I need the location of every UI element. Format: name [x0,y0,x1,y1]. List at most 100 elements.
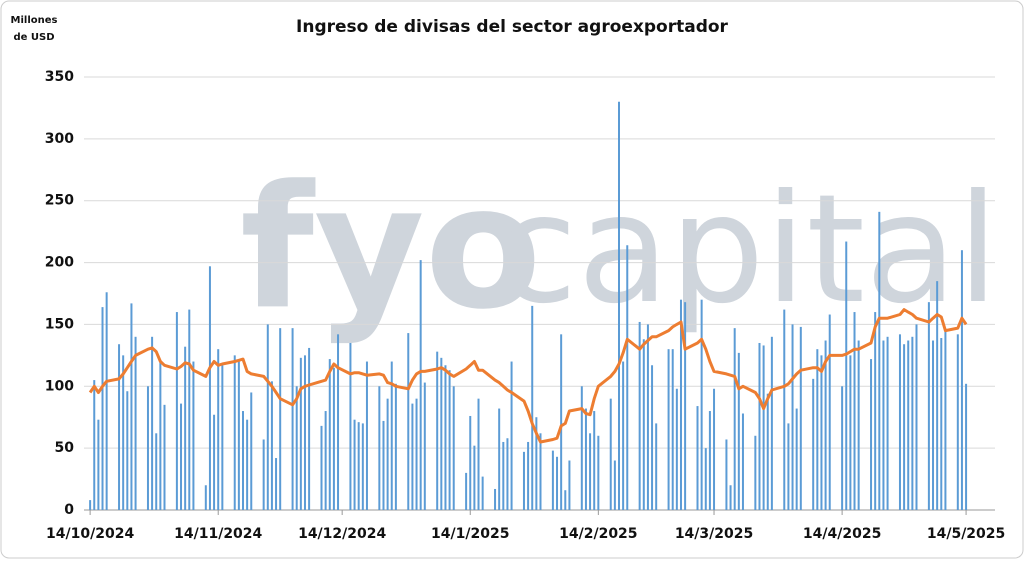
bar [262,439,265,510]
bar [853,312,856,510]
bar [729,485,732,510]
bar [217,349,220,510]
bar [584,408,587,510]
bar [911,336,914,510]
bar [353,419,356,510]
bar [535,417,538,510]
bar [700,299,703,510]
y-tick-label: 0 [64,502,74,518]
bar [882,340,885,510]
bar [684,302,687,510]
bar [411,403,414,510]
bar [122,355,125,510]
bar [192,361,195,510]
y-tick-label: 200 [45,255,74,271]
bar [473,445,476,510]
bar [589,433,592,510]
bar [275,458,278,510]
bar [390,361,393,510]
bar [357,422,360,510]
bar [349,342,352,510]
bar [130,303,133,510]
bar [762,345,765,510]
x-tick-label: 14/3/2025 [675,526,753,542]
bar [898,334,901,510]
bar [568,460,571,510]
bar [758,342,761,510]
bar [250,392,253,510]
bar [237,361,240,510]
bar [221,365,224,510]
bar [423,382,426,510]
bar [626,245,629,510]
bar [151,336,154,510]
bar [233,355,236,510]
bar [907,340,910,510]
bar [737,352,740,510]
bar [539,433,542,510]
bar [97,419,100,510]
bar [419,260,422,510]
watermark-bold: fyo [240,149,542,347]
x-tick-label: 14/12/2024 [298,526,386,542]
bar [766,393,769,510]
bar [956,334,959,510]
bar [448,370,451,510]
bar [667,349,670,510]
line [88,308,968,444]
y-tick-label: 250 [45,193,74,209]
bar [618,101,620,510]
bar [671,349,674,510]
bar [932,340,935,510]
bar [89,500,92,510]
bar [927,302,930,510]
bar [386,398,389,510]
bar [213,414,216,510]
bar [886,336,889,510]
bar [494,488,497,510]
bar [527,441,530,510]
y-label: de USD [13,32,54,43]
bar [163,404,166,510]
bar [498,408,501,510]
x-tick-label: 14/4/2025 [803,526,881,542]
bar [295,386,298,510]
bar [246,419,249,510]
bar [204,485,207,510]
bar [849,355,852,510]
bar [638,321,641,510]
bar [560,334,563,510]
bar [208,266,211,510]
bar [812,378,815,510]
bar [874,312,877,510]
bar [708,411,711,510]
bar [522,451,525,510]
bar [93,380,96,510]
bar [415,398,418,510]
bar [320,425,323,510]
bar [394,383,397,510]
y-tick-label: 300 [45,131,74,147]
bar [105,292,108,510]
bar [328,359,331,510]
bar [303,355,306,510]
bar [609,398,612,510]
bar [118,344,121,510]
bar [242,411,244,510]
y-tick-label: 100 [45,378,74,394]
bar [407,333,410,510]
y-tick-label: 350 [45,69,74,85]
bar [770,336,773,510]
bar [155,433,158,510]
bar [646,324,649,510]
watermark-light: capital [495,163,999,337]
bar [787,423,790,510]
y-label: Millones [11,15,58,26]
bar [506,438,509,510]
bar [134,336,137,510]
bar [828,314,831,510]
bar [308,347,311,510]
bar [593,411,596,510]
bar [126,391,129,510]
